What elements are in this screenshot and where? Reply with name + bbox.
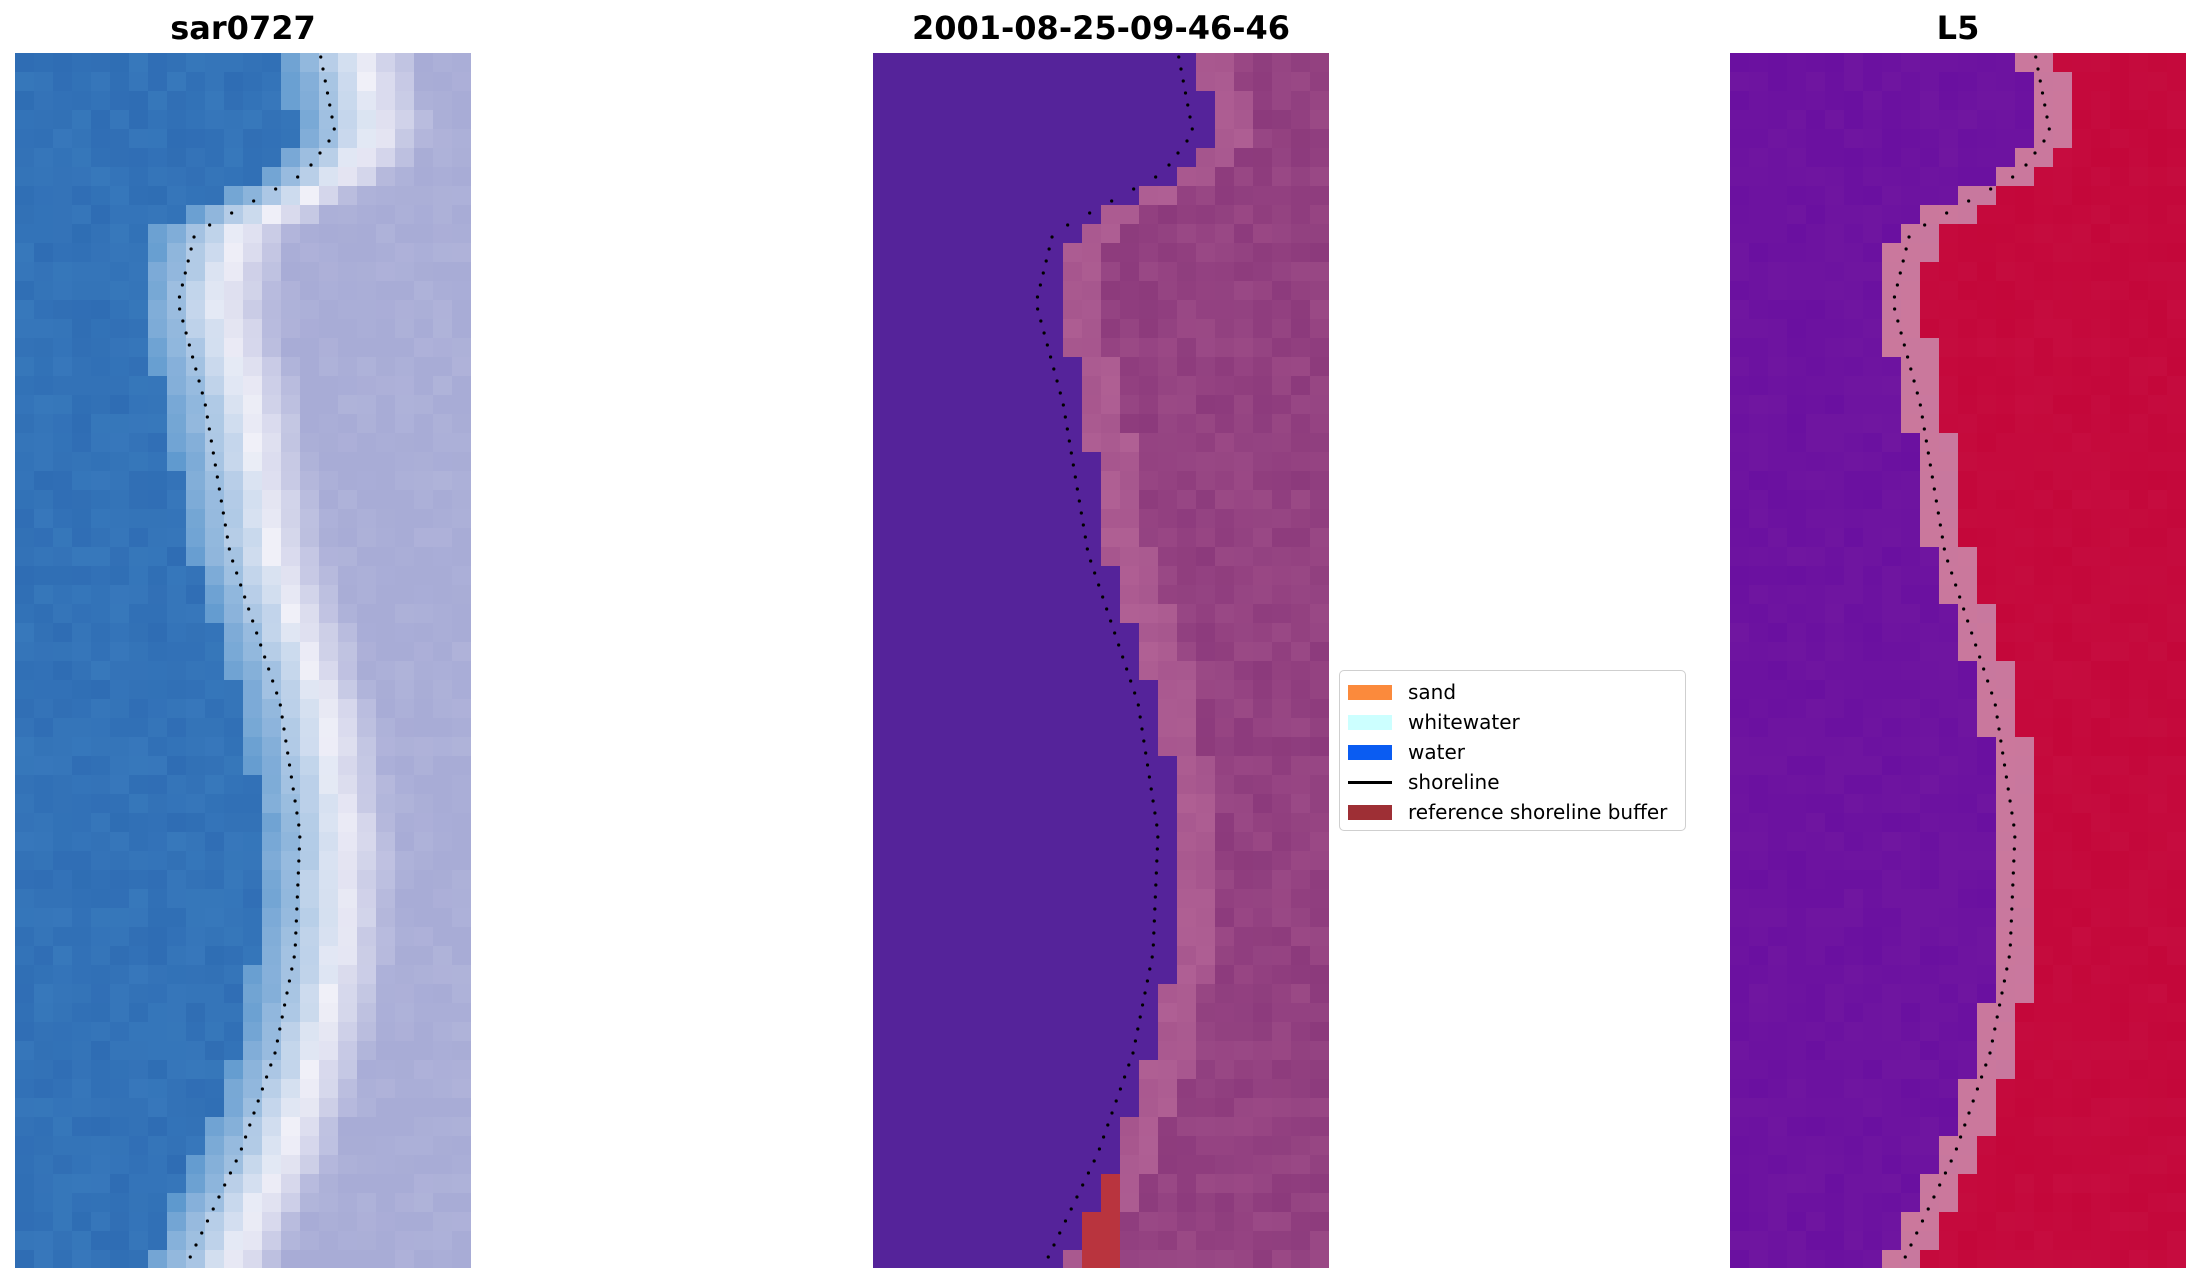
reference-buffer-swatch (1348, 804, 1392, 820)
legend-item-whitewater: whitewater (1348, 710, 1683, 734)
legend-label-shoreline: shoreline (1408, 770, 1500, 794)
panel-title-classification: 2001-08-25-09-46-46 (911, 9, 1291, 47)
index-image (1730, 53, 2186, 1268)
classification-panel (873, 53, 1329, 1268)
water-swatch (1348, 744, 1392, 760)
whitewater-swatch (1348, 714, 1392, 730)
index-image-panel (1730, 53, 2186, 1268)
rgb-image (15, 53, 471, 1268)
legend: sand whitewater water shoreline referenc… (1339, 670, 1686, 831)
legend-item-shoreline: shoreline (1348, 770, 1683, 794)
legend-label-reference-buffer: reference shoreline buffer (1408, 800, 1668, 824)
shoreline-line-swatch (1348, 780, 1392, 784)
sand-swatch (1348, 684, 1392, 700)
legend-label-whitewater: whitewater (1408, 710, 1520, 734)
panel-title-rgb: sar0727 (170, 9, 316, 47)
classified-image (873, 53, 1329, 1268)
legend-item-water: water (1348, 740, 1683, 764)
legend-item-reference-buffer: reference shoreline buffer (1348, 800, 1683, 824)
legend-item-sand: sand (1348, 680, 1683, 704)
rgb-image-panel (15, 53, 471, 1268)
legend-label-sand: sand (1408, 680, 1457, 704)
panel-title-index: L5 (1936, 9, 1980, 47)
legend-label-water: water (1408, 740, 1465, 764)
